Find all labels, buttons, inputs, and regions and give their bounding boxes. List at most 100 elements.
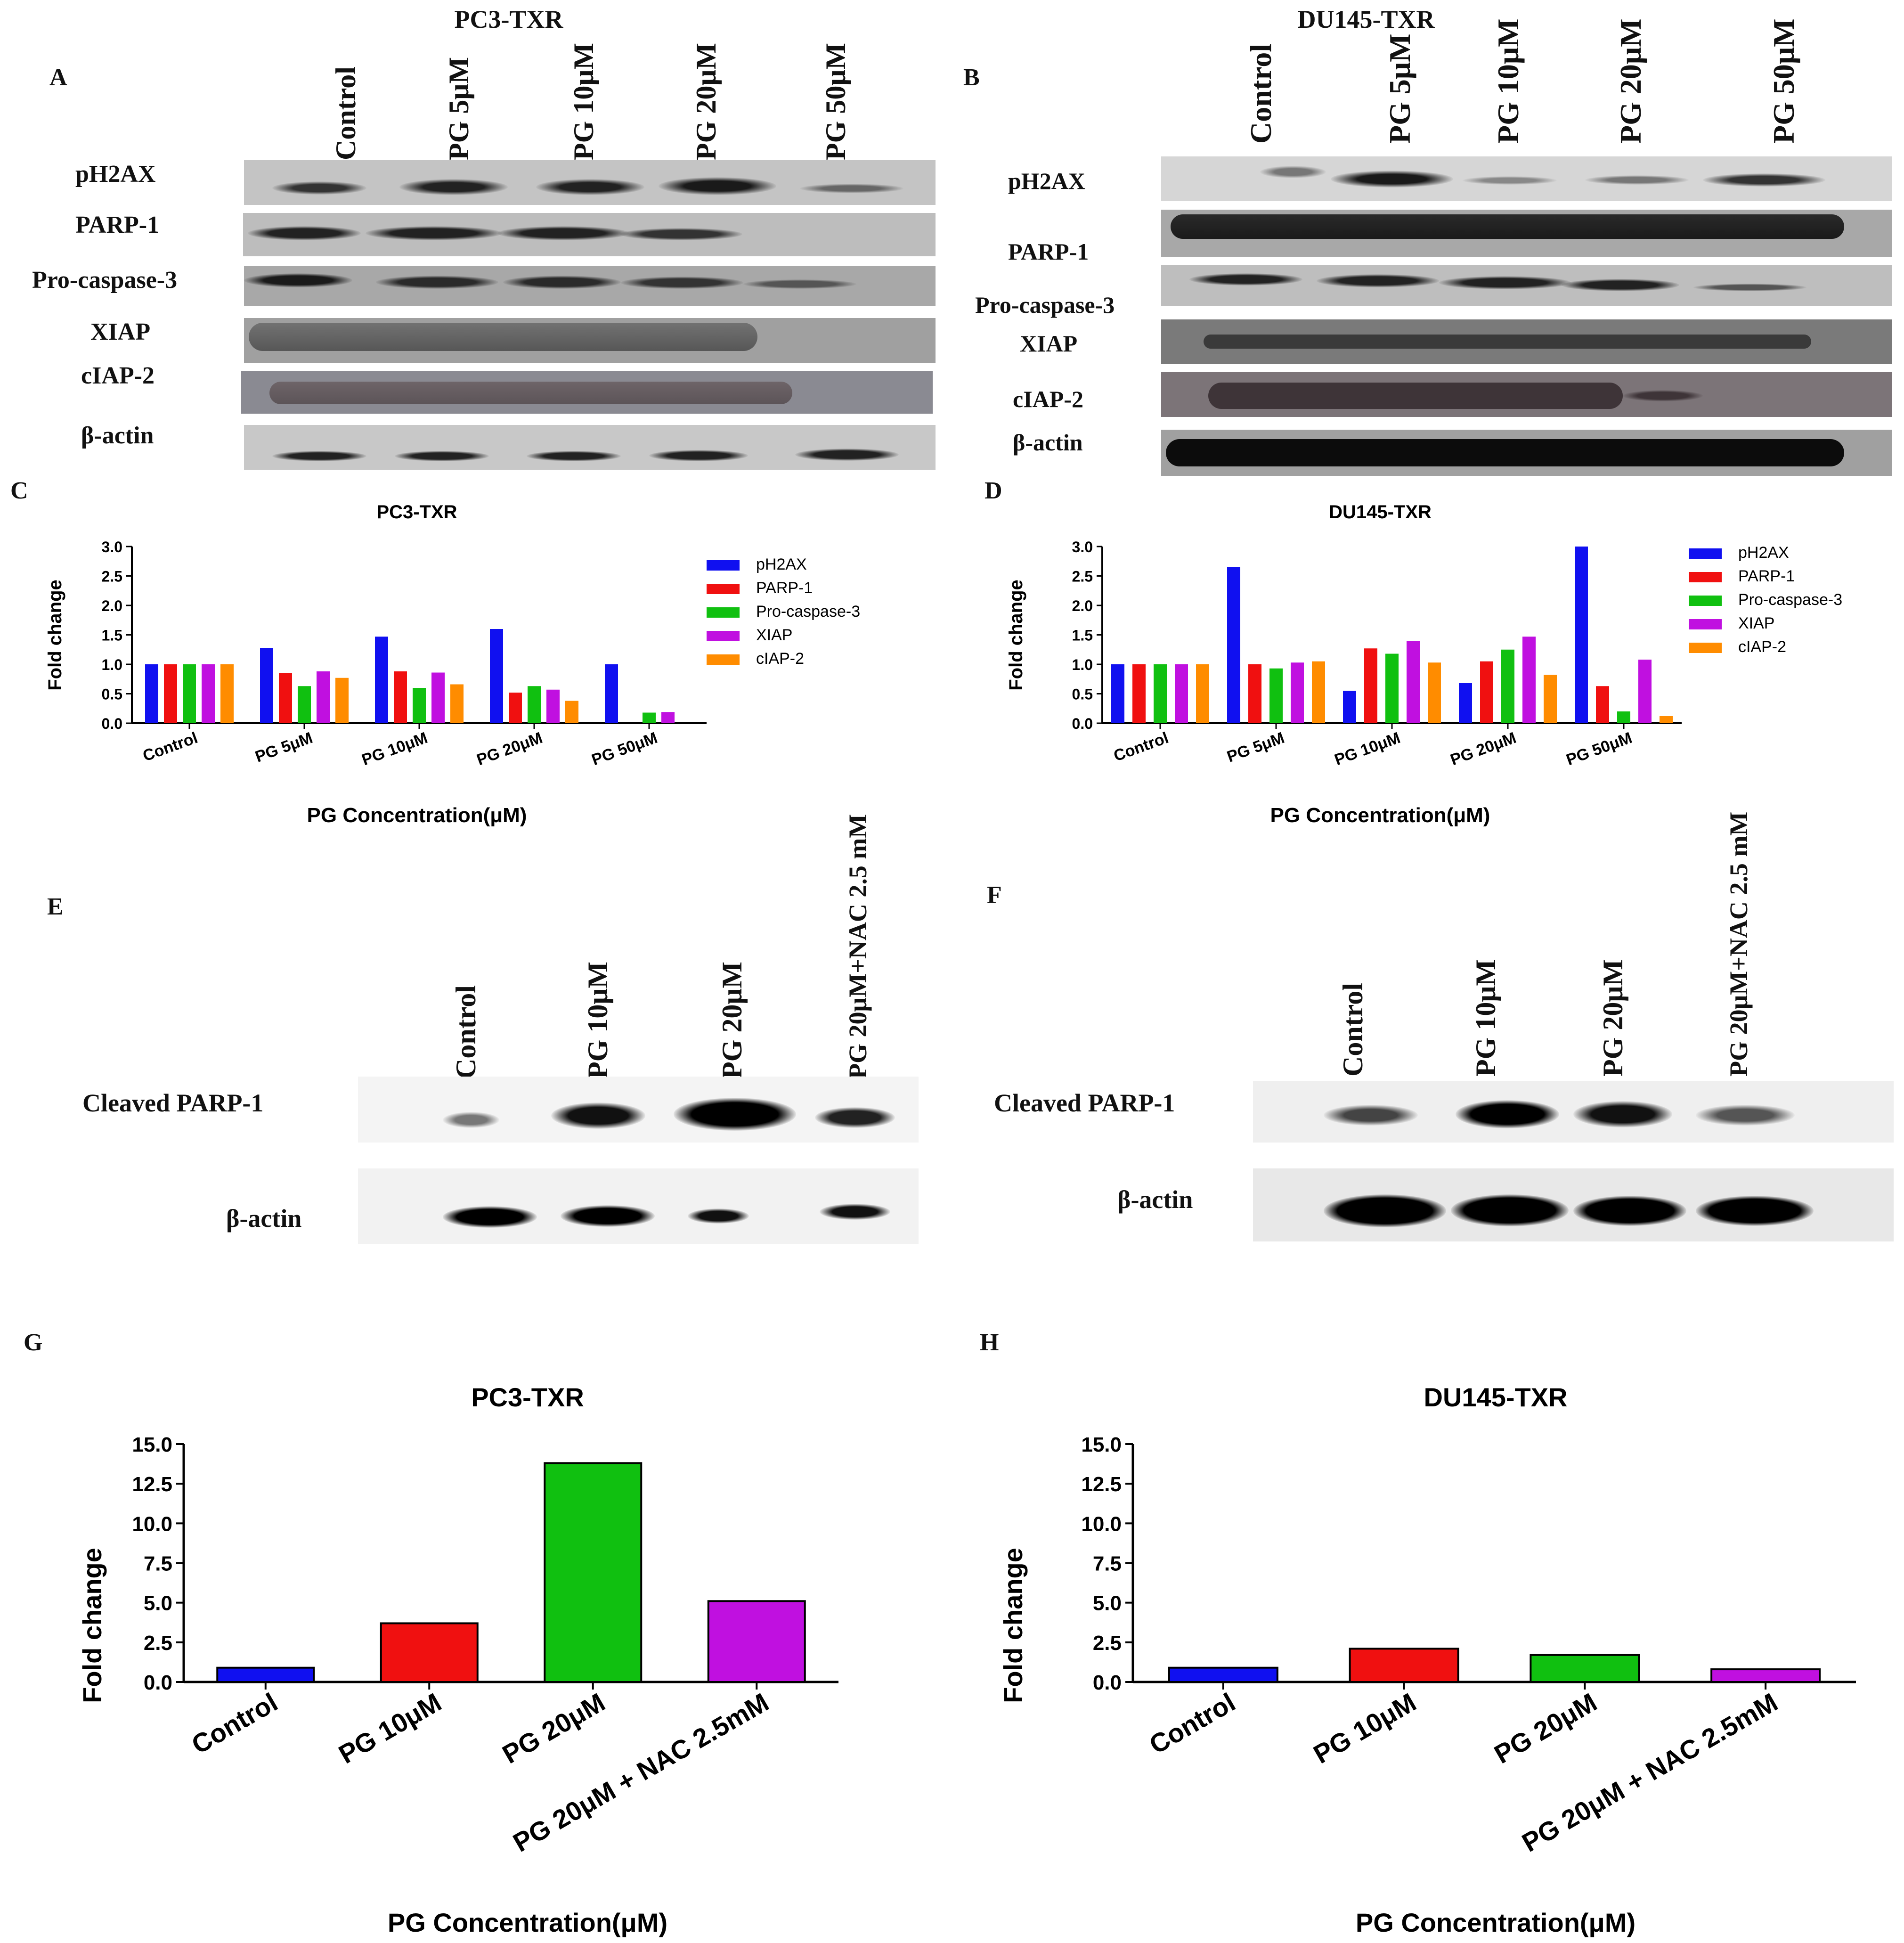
row-label: Cleaved PARP-1 xyxy=(82,1089,264,1117)
blot-strip-ph2ax xyxy=(244,160,936,205)
lane-label: Control xyxy=(330,66,361,160)
blot-band xyxy=(1693,284,1806,291)
blot-band xyxy=(376,276,498,289)
chart-title: PC3-TXR xyxy=(376,502,457,522)
legend-swatch xyxy=(1689,596,1722,606)
row-label: XIAP xyxy=(1020,330,1078,357)
blot-band xyxy=(1573,1196,1686,1226)
blot-strip-xiap xyxy=(1161,319,1892,364)
bar xyxy=(220,664,234,723)
x-tick-label: PG 10μM xyxy=(1332,729,1403,769)
panel-b-letter: B xyxy=(963,64,980,91)
row-label: pH2AX xyxy=(75,161,156,188)
blot-strip-bactin xyxy=(1161,430,1892,476)
row-label: cIAP-2 xyxy=(1013,386,1083,412)
bar xyxy=(1522,637,1536,723)
blot-band xyxy=(395,451,489,461)
bar xyxy=(1459,683,1472,723)
bar xyxy=(1596,686,1609,723)
x-tick-label: Control xyxy=(1111,729,1171,765)
chart-h: DU145-TXR Fold change PG Concentration(μ… xyxy=(998,1382,1856,1937)
bar xyxy=(643,712,656,723)
y-tick-label: 10.0 xyxy=(132,1512,172,1535)
bar xyxy=(1544,675,1557,723)
bar xyxy=(1154,664,1167,723)
lane-label: PG 10μM xyxy=(582,962,613,1079)
blot-strip-ciap2 xyxy=(241,371,933,414)
blot-band xyxy=(1696,1196,1814,1226)
bar xyxy=(298,686,311,723)
bar xyxy=(1343,691,1356,723)
chart-d: DU145-TXR Fold change PG Concentration(μ… xyxy=(1006,502,1842,827)
row-label: Cleaved PARP-1 xyxy=(994,1089,1175,1117)
row-label: β-actin xyxy=(1013,429,1083,456)
x-tick-label: PG 20μM xyxy=(474,729,545,769)
y-tick-label: 0.0 xyxy=(144,1671,172,1694)
y-tick-label: 0.5 xyxy=(1072,686,1093,703)
y-tick-label: 1.0 xyxy=(102,656,122,673)
x-tick-label: PG 20μM xyxy=(497,1687,610,1769)
x-tick-label: Control xyxy=(187,1687,283,1760)
bar xyxy=(528,686,541,723)
blot-band xyxy=(1324,1194,1446,1227)
bar xyxy=(1407,641,1420,723)
chart-title: DU145-TXR xyxy=(1329,502,1432,522)
bar xyxy=(380,1622,479,1683)
plot-area: 0.0 0.5 1.0 1.5 2.0 2.5 3.0 Control PG 5μM PG 10μ… xyxy=(1072,539,1682,769)
x-axis-label: PG Concentration(μM) xyxy=(1356,1908,1635,1937)
bar xyxy=(1248,664,1261,723)
legend-label: pH2AX xyxy=(756,555,807,573)
blot-band xyxy=(621,277,743,289)
legend-swatch xyxy=(1689,643,1722,653)
legend-label: Pro-caspase-3 xyxy=(1738,591,1842,609)
lane-label: PG 10μM xyxy=(568,43,599,160)
blot-strip-ciap2 xyxy=(1161,372,1892,417)
lane-label: PG 10μM xyxy=(1491,18,1525,144)
blot-band xyxy=(1208,383,1623,409)
blot-band xyxy=(1189,273,1302,286)
bar xyxy=(202,664,215,723)
x-tick-label: Control xyxy=(1144,1687,1240,1760)
blot-band xyxy=(820,1204,890,1220)
y-tick-label: 5.0 xyxy=(1093,1592,1122,1615)
lane-label: PG 20μM xyxy=(691,43,722,160)
blot-band xyxy=(527,451,621,461)
y-tick-label: 1.5 xyxy=(1072,627,1093,644)
blot-band xyxy=(1439,276,1571,289)
bar xyxy=(544,1462,643,1683)
x-tick-label: PG 20μM + NAC 2.5mM xyxy=(508,1687,773,1858)
row-label: PARP-1 xyxy=(75,212,160,238)
bar xyxy=(1168,1666,1278,1683)
blot-band xyxy=(795,449,899,461)
blot-band xyxy=(659,177,776,195)
y-tick-label: 2.5 xyxy=(1072,568,1093,585)
blot-band xyxy=(800,184,903,193)
legend-label: PARP-1 xyxy=(756,579,813,597)
blot-band xyxy=(743,279,856,289)
x-tick-label: PG 20μM xyxy=(1489,1687,1602,1769)
lane-label: Control xyxy=(1337,983,1368,1077)
y-axis-label: Fold change xyxy=(1006,580,1026,691)
blot-band xyxy=(272,451,366,461)
legend-swatch xyxy=(707,584,740,594)
lane-label: PG 20μM+NAC 2.5 mM xyxy=(844,814,872,1079)
bar xyxy=(1710,1668,1821,1683)
y-tick-label: 3.0 xyxy=(1072,539,1093,555)
bar xyxy=(183,664,196,723)
bar xyxy=(145,664,158,723)
row-label: XIAP xyxy=(90,318,151,345)
bar xyxy=(1132,664,1146,723)
lane-label: PG 20μM xyxy=(1597,959,1628,1077)
panel-f-letter: F xyxy=(987,882,1002,908)
blot-band xyxy=(1324,1105,1418,1126)
blot-band xyxy=(561,1205,655,1227)
x-tick-label: PG 10μM xyxy=(1309,1687,1421,1769)
blot-band xyxy=(536,179,644,195)
row-label: Pro-caspase-3 xyxy=(975,292,1115,318)
chart-c: PC3-TXR Fold change PG Concentration(μM)… xyxy=(45,502,860,827)
blot-band xyxy=(249,323,757,351)
y-tick-label: 15.0 xyxy=(132,1433,172,1456)
y-tick-label: 12.5 xyxy=(1081,1473,1122,1496)
x-tick-label: PG 50μM xyxy=(589,729,660,769)
bar xyxy=(661,712,675,723)
